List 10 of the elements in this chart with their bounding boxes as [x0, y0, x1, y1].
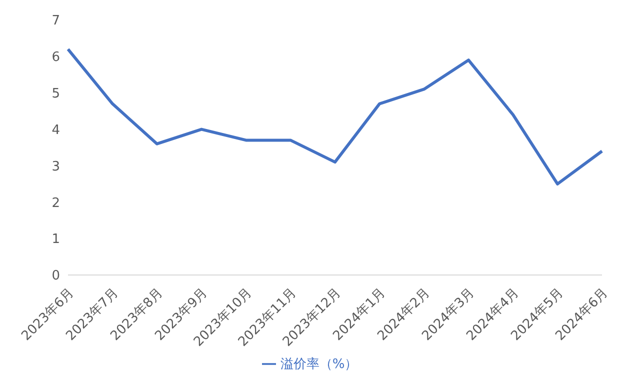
- y-tick-label: 7: [52, 14, 60, 29]
- legend-label: 溢价率（%）: [280, 357, 358, 372]
- y-tick-label: 5: [52, 86, 60, 102]
- y-tick-label: 2: [52, 196, 60, 211]
- y-tick-label: 0: [52, 268, 60, 284]
- y-tick-label: 6: [52, 50, 60, 66]
- y-tick-label: 4: [52, 122, 60, 138]
- y-tick-label: 3: [52, 159, 60, 174]
- line-series: [66, 48, 604, 186]
- y-tick-label: 1: [52, 232, 60, 248]
